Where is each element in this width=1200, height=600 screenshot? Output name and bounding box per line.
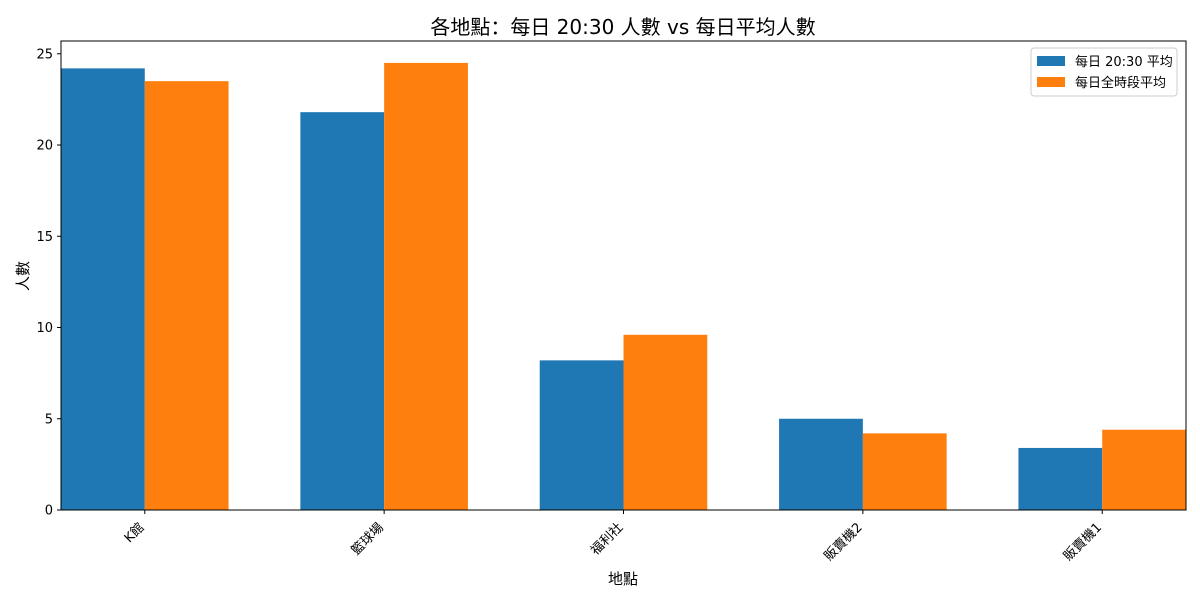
bars-group xyxy=(61,62,1186,511)
bar-1-5 xyxy=(1018,447,1103,510)
legend-swatch xyxy=(1037,56,1065,66)
legend-box xyxy=(1030,47,1178,97)
x-tick-label: 福利社 xyxy=(587,520,626,559)
y-tick-label: 25 xyxy=(36,47,53,62)
chart-title: 各地點：每日 20:30 人數 vs 每日平均人數 xyxy=(430,15,815,39)
bar-2-5 xyxy=(1102,429,1186,510)
bar-2-1 xyxy=(144,81,229,510)
bar-1-4 xyxy=(779,418,863,510)
y-tick-label: 10 xyxy=(36,321,53,336)
x-tick-label: K館 xyxy=(122,520,148,546)
y-tick-label: 0 xyxy=(45,504,53,519)
bar-2-2 xyxy=(384,62,468,510)
plot-frame xyxy=(60,40,1187,511)
y-tick-label: 5 xyxy=(45,412,53,427)
x-tick-label: 籃球場 xyxy=(349,520,387,558)
bar-1-2 xyxy=(300,112,385,510)
y-tick-label: 20 xyxy=(36,139,53,154)
x-axis: K館 籃球場 福利社 販賣機2 販賣機1 xyxy=(122,510,1105,564)
y-axis-label: 人數 xyxy=(14,261,32,291)
y-tick-label: 15 xyxy=(36,230,53,245)
x-axis-label: 地點 xyxy=(608,570,638,588)
bar-2-3 xyxy=(623,334,708,510)
legend-label: 每日 20:30 平均 xyxy=(1075,54,1173,70)
bar-2-4 xyxy=(862,433,947,510)
bar-1-3 xyxy=(539,360,624,510)
y-axis: 0 5 10 15 20 25 xyxy=(36,47,61,519)
legend-swatch xyxy=(1037,77,1065,87)
x-tick-label: 販賣機1 xyxy=(1061,520,1105,564)
bar-1-1 xyxy=(61,68,145,511)
legend-label: 每日全時段平均 xyxy=(1075,75,1166,91)
x-tick-label: 販賣機2 xyxy=(822,520,866,564)
